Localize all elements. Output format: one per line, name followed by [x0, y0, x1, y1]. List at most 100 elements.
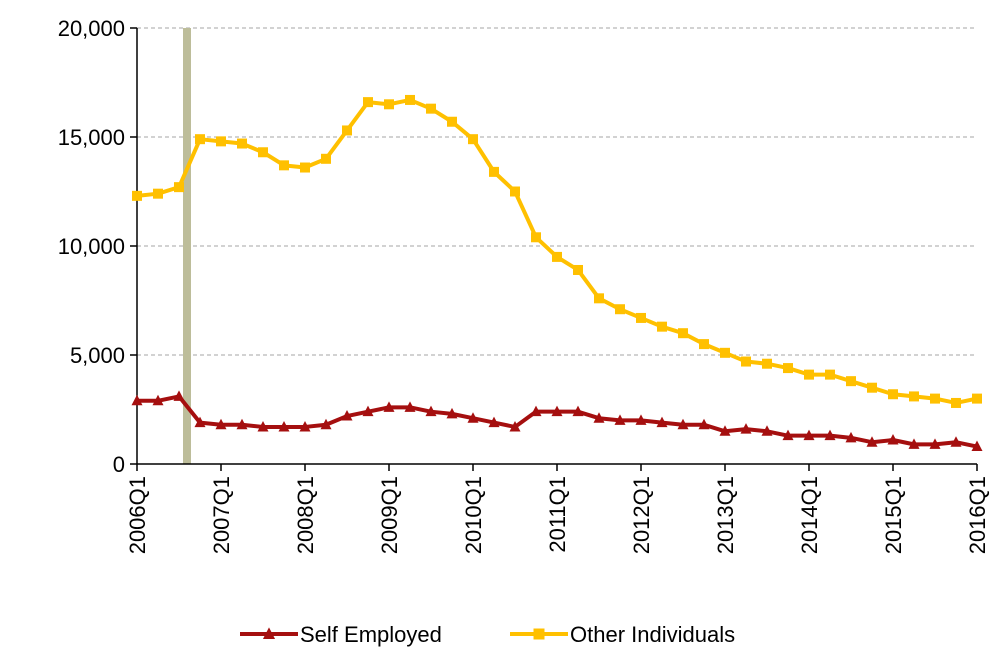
- y-tick-label-3: 15,000: [58, 125, 125, 150]
- point-1-35: [867, 382, 877, 393]
- point-1-6: [258, 147, 268, 158]
- point-0-28: [719, 425, 731, 436]
- point-0-15: [446, 407, 458, 419]
- x-tick-label-7: 2013Q1: [713, 476, 738, 554]
- point-1-9: [321, 153, 331, 164]
- point-1-24: [636, 312, 646, 323]
- point-1-3: [195, 134, 205, 145]
- x-tick-label-2: 2008Q1: [293, 476, 318, 554]
- point-1-16: [468, 134, 478, 145]
- point-0-29: [740, 423, 752, 434]
- point-0-34: [845, 431, 857, 443]
- point-1-11: [363, 97, 373, 108]
- point-0-37: [908, 438, 920, 449]
- gridlines: [137, 27, 977, 356]
- point-1-33: [825, 369, 835, 380]
- x-tick-label-6: 2012Q1: [629, 476, 654, 554]
- x-tick-label-10: 2016Q1: [965, 476, 990, 554]
- legend-swatch-marker-1: [533, 628, 545, 640]
- x-tick-label-8: 2014Q1: [797, 476, 822, 554]
- point-0-33: [824, 429, 836, 441]
- x-tick-label-3: 2009Q1: [377, 476, 402, 554]
- point-0-8: [299, 420, 311, 432]
- point-0-36: [887, 434, 899, 445]
- point-0-39: [950, 436, 962, 447]
- y-tick-label-4: 20,000: [58, 16, 125, 41]
- point-1-26: [678, 328, 688, 339]
- point-1-21: [573, 264, 583, 275]
- point-0-25: [656, 416, 668, 428]
- point-1-12: [384, 99, 394, 110]
- x-tick-label-9: 2015Q1: [881, 476, 906, 554]
- legend-label-1: Other Individuals: [570, 622, 735, 647]
- x-tick-label-5: 2011Q1: [545, 476, 570, 553]
- point-1-31: [783, 363, 793, 374]
- point-1-36: [888, 389, 898, 400]
- point-1-18: [510, 186, 520, 197]
- point-1-30: [762, 358, 772, 369]
- point-0-19: [530, 405, 542, 417]
- legend-item-0: Self Employed: [240, 622, 442, 647]
- point-1-22: [594, 293, 604, 304]
- point-0-32: [803, 429, 815, 441]
- point-0-4: [215, 418, 227, 430]
- point-0-38: [929, 438, 941, 449]
- point-0-14: [425, 405, 437, 417]
- point-1-20: [552, 251, 562, 262]
- point-1-13: [405, 94, 415, 105]
- axes: [130, 27, 978, 471]
- point-0-35: [866, 436, 878, 447]
- point-0-23: [614, 414, 626, 425]
- point-1-5: [237, 138, 247, 149]
- y-tick-labels: 0 5,000 10,000 15,000 20,000: [58, 16, 125, 477]
- point-0-18: [509, 420, 521, 432]
- point-1-38: [930, 393, 940, 404]
- point-0-30: [761, 425, 773, 436]
- point-0-7: [278, 420, 290, 432]
- point-1-17: [489, 166, 499, 177]
- point-0-2: [173, 390, 185, 401]
- point-0-0: [131, 394, 143, 406]
- y-tick-label-2: 10,000: [58, 234, 125, 259]
- point-0-13: [404, 401, 416, 412]
- point-0-11: [362, 405, 374, 417]
- point-0-21: [572, 405, 584, 417]
- x-tick-label-0: 2006Q1: [125, 476, 150, 554]
- point-1-25: [657, 321, 667, 332]
- x-tick-labels: 2006Q1 2007Q1 2008Q1 2009Q1 2010Q1 2011Q1 2012…: [125, 476, 990, 554]
- legend-item-1: Other Individuals: [510, 622, 735, 647]
- point-1-28: [720, 347, 730, 358]
- point-1-40: [972, 393, 982, 404]
- point-0-40: [971, 440, 983, 452]
- point-0-5: [236, 418, 248, 430]
- point-0-1: [152, 394, 164, 406]
- point-1-4: [216, 136, 226, 147]
- point-0-24: [635, 414, 647, 425]
- legend-swatch-marker-0: [262, 627, 276, 639]
- point-0-12: [383, 401, 395, 412]
- point-0-22: [593, 412, 605, 423]
- point-1-8: [300, 162, 310, 173]
- point-0-6: [257, 420, 269, 432]
- point-1-29: [741, 356, 751, 367]
- series-layer: [131, 94, 983, 452]
- point-1-10: [342, 125, 352, 136]
- legend-label-0: Self Employed: [300, 622, 442, 647]
- point-1-27: [699, 339, 709, 350]
- point-0-26: [677, 418, 689, 430]
- point-0-31: [782, 429, 794, 441]
- y-tick-label-0: 0: [113, 452, 125, 477]
- legend: Self Employed Other Individuals: [240, 622, 735, 647]
- series-0: [131, 390, 983, 452]
- series-1: [132, 94, 982, 408]
- point-1-34: [846, 376, 856, 387]
- point-1-7: [279, 160, 289, 171]
- series-line-1: [136, 97, 978, 405]
- point-1-19: [531, 232, 541, 243]
- point-0-10: [341, 410, 353, 421]
- point-0-17: [488, 416, 500, 428]
- point-1-37: [909, 391, 919, 402]
- point-1-1: [153, 188, 163, 199]
- point-0-16: [467, 412, 479, 423]
